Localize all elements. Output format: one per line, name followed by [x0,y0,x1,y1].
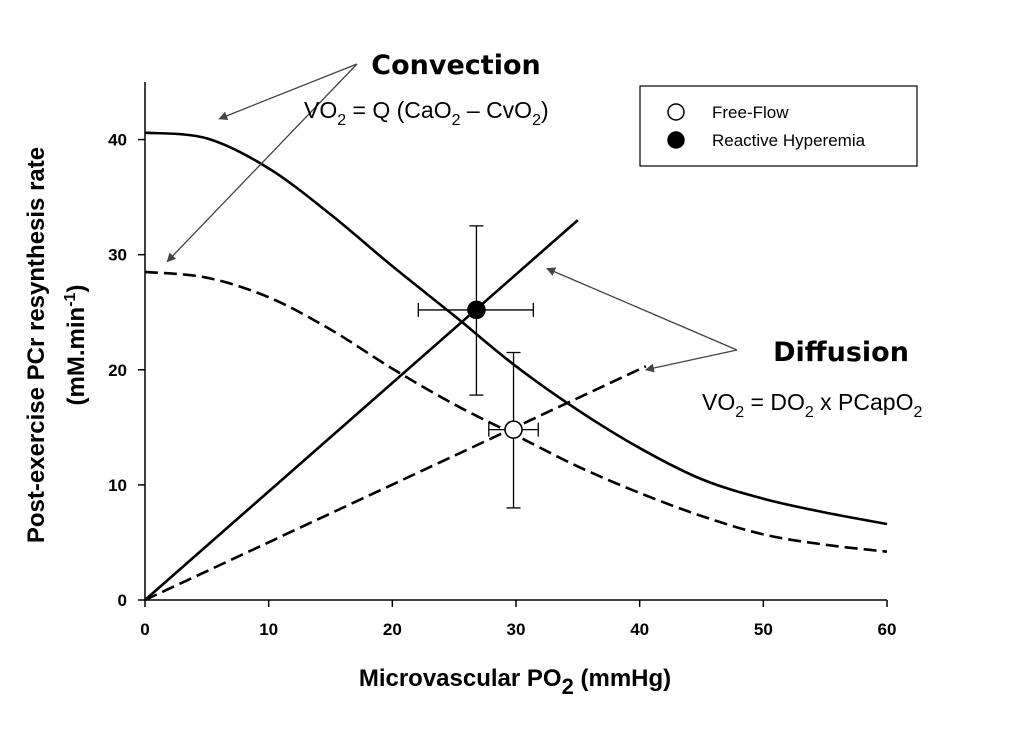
legend-box [639,85,918,167]
legend: Free-Flow Reactive Hyperemia [639,85,918,167]
legend-label-reactive-hyperemia: Reactive Hyperemia [712,131,866,150]
x-axis-title: Microvascular PO2 (mmHg) [359,665,671,699]
x-tick-label: 0 [140,620,149,639]
diffusion-eq-subscript: 2 [735,404,744,421]
y-axis-title-line1: Post-exercise PCr resynthesis rate [23,147,50,543]
x-axis-title-unit: (mmHg) [574,665,671,692]
convection-equation: VO2 = Q (CaO2 – CvO2) [304,97,549,129]
point-reactive-hyperemia-marker [467,300,486,320]
legend-label-free-flow: Free-Flow [712,103,789,122]
diffusion-eq-subscript: 2 [805,404,814,421]
diffusion-eq-text: x PCapO [814,389,914,415]
x-axis-ticks: 0 10 20 30 40 50 60 [140,600,896,639]
x-axis-title-sub: 2 [562,674,574,699]
diffusion-arrow-1 [546,267,738,351]
y-tick-label: 30 [108,246,127,265]
diffusion-arrow-2 [644,349,738,373]
convection-eq-subscript: 2 [337,112,346,129]
points-layer [417,225,539,509]
x-tick-label: 30 [507,620,526,639]
series-diffusion-free-flow [144,365,647,602]
y-tick-label: 0 [118,591,127,610]
legend-marker-open [667,103,685,121]
y-axis-title-superscript: -1 [62,292,79,306]
diffusion-title: Diffusion [773,337,909,368]
x-tick-label: 50 [754,620,773,639]
convection-arrow-1 [218,63,358,121]
y-tick-label: 40 [108,131,127,150]
diffusion-eq-text: VO [702,389,735,415]
y-axis-ticks: 0 10 20 30 40 [108,131,145,610]
convection-eq-text: VO [304,97,337,123]
diffusion-eq-text: = DO [744,389,805,415]
annotation-arrows [166,63,738,373]
x-tick-label: 20 [383,620,402,639]
series-convection-reactive-hyperemia [144,131,888,526]
y-axis-title-line2: (mM.min-1) [62,285,90,406]
convection-eq-text: ) [541,97,549,123]
x-axis-title-main: Microvascular PO [359,665,562,692]
x-tick-label: 40 [630,620,649,639]
convection-eq-text: = Q (CaO [346,97,451,123]
convection-title: Convection [371,50,540,81]
y-axis-title-unit: (mM.min [63,307,90,406]
y-tick-label: 20 [108,361,127,380]
diffusion-eq-subscript: 2 [913,404,922,421]
y-axis-title-close: ) [63,285,90,293]
y-tick-label: 10 [108,476,127,495]
convection-arrow-2 [166,63,358,263]
convection-eq-text: – CvO [461,97,533,123]
x-tick-label: 10 [259,620,278,639]
series-diffusion-reactive-hyperemia [144,219,579,601]
legend-marker-filled [667,131,685,149]
convection-eq-subscript: 2 [452,112,461,129]
convection-eq-subscript: 2 [532,112,541,129]
point-free-flow-marker [504,420,523,439]
diffusion-equation: VO2 = DO2 x PCapO2 [702,389,922,421]
x-tick-label: 60 [878,620,897,639]
